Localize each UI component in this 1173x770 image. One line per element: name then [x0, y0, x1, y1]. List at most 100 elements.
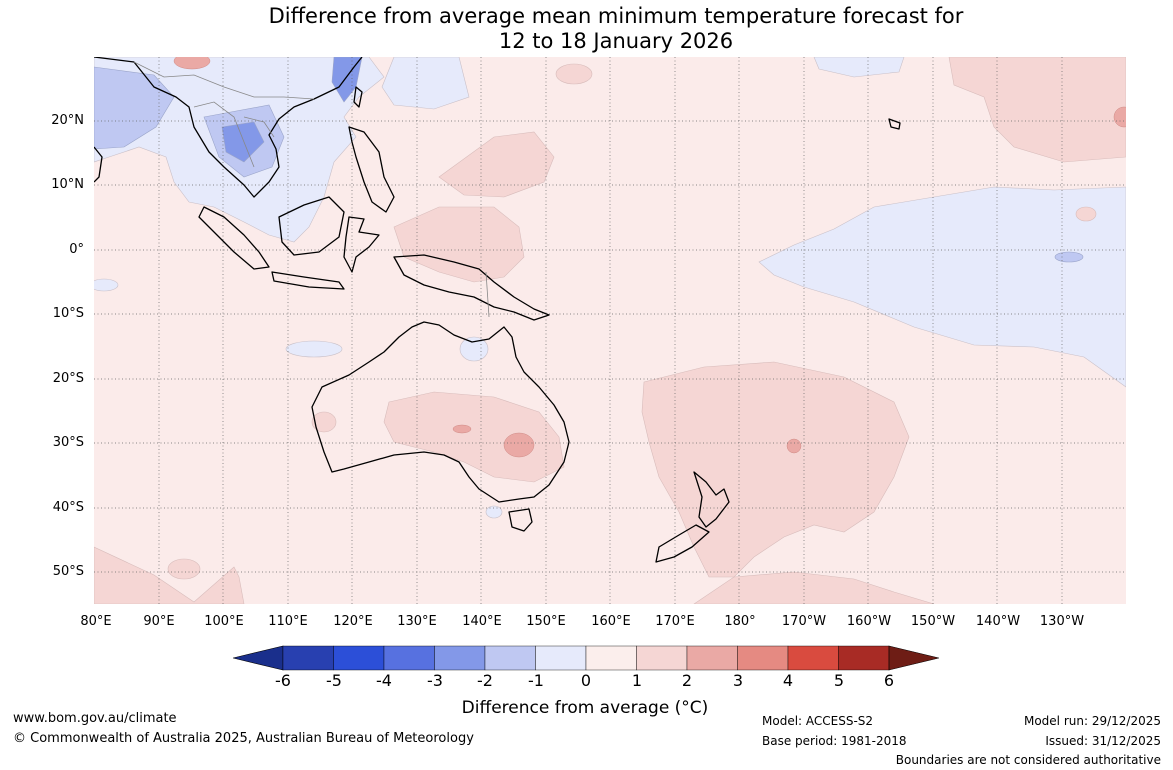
model-text: Model: ACCESS-S2 [762, 714, 874, 728]
lon-label-140w: 140°W [975, 614, 1021, 629]
colorbar-segment [434, 645, 486, 671]
graticule [94, 57, 1126, 604]
colorbar-title: Difference from average (°C) [461, 698, 709, 718]
sumatra-coastline [198, 206, 270, 270]
mainland-se-asia-coastline [94, 57, 363, 198]
small-warm-patch-4 [1075, 206, 1097, 222]
colorbar-extend-high [888, 645, 939, 671]
cb-label-4: 4 [782, 671, 794, 690]
title-line-1: Difference from average mean minimum tem… [268, 4, 964, 28]
map-title: Difference from average mean minimum tem… [0, 4, 1173, 54]
tasmania-coastline [508, 508, 533, 532]
lon-label-140e: 140°E [462, 614, 502, 629]
map-canvas [94, 57, 1126, 604]
lon-label-90e: 90°E [143, 614, 175, 629]
china-sea-cool-region [381, 57, 470, 110]
colorbar-segment [333, 645, 385, 671]
small-warm-patch-3 [555, 63, 593, 85]
vietnam-cool-region [331, 57, 363, 103]
new-guinea-coastline [393, 254, 550, 321]
small-cool-patch-1 [285, 340, 343, 358]
laos-cool-core [221, 121, 265, 163]
colorbar-segment [838, 645, 890, 671]
lat-label-10n: 10°N [51, 177, 84, 192]
lon-label-100e: 100°E [204, 614, 244, 629]
central-pacific-cool-region [758, 186, 1126, 388]
lat-label-20n: 20°N [51, 113, 84, 128]
north-pacific-cool-region [813, 57, 905, 78]
lat-label-10s: 10°S [52, 306, 84, 321]
india-coastline [94, 146, 103, 183]
java-coastline [271, 271, 345, 290]
south-indian-warm-region [94, 546, 245, 604]
borneo-coastline [278, 196, 345, 256]
small-warm-patch-1 [167, 558, 201, 580]
cb-label-m1: -1 [528, 671, 544, 690]
new-zealand-south-coastline [655, 524, 710, 563]
south-china-warm-core [173, 57, 211, 70]
cb-label-6: 6 [883, 671, 895, 690]
cb-label-m4: -4 [376, 671, 392, 690]
lon-label-160w: 160°W [846, 614, 892, 629]
small-cool-patch-4 [94, 278, 119, 292]
central-australia-warm-core [503, 432, 535, 458]
forecast-map [94, 57, 1126, 604]
lat-label-30s: 30°S [52, 435, 84, 450]
stronger-above-regions [173, 57, 1126, 458]
philippines-coastline [348, 126, 395, 213]
hawaii-coastline [888, 118, 901, 130]
cb-label-1: 1 [631, 671, 643, 690]
small-warm-patch-2 [311, 411, 337, 433]
cb-label-m2: -2 [477, 671, 493, 690]
philippine-sea-warm-region [438, 131, 555, 198]
lon-label-130w: 130°W [1039, 614, 1085, 629]
lon-label-80e: 80°E [80, 614, 112, 629]
lon-label-170w: 170°W [781, 614, 827, 629]
lat-label-40s: 40°S [52, 500, 84, 515]
cb-label-m3: -3 [427, 671, 443, 690]
lat-label-50s: 50°S [52, 564, 84, 579]
base-period-text: Base period: 1981-2018 [762, 734, 907, 748]
colorbar-segment [585, 645, 637, 671]
tasman-warm-region [641, 361, 910, 578]
cb-label-0: 0 [580, 671, 592, 690]
lon-label-110e: 110°E [268, 614, 308, 629]
ne-pacific-warm-region [948, 57, 1126, 163]
above-average-regions [94, 57, 1126, 604]
cb-label-2: 2 [681, 671, 693, 690]
australia-coastline [311, 321, 570, 503]
lon-label-170e: 170°E [655, 614, 695, 629]
cb-label-5: 5 [833, 671, 845, 690]
taiwan-coastline [353, 86, 363, 108]
coastlines [94, 57, 901, 563]
country-borders [133, 61, 490, 318]
issued-text: Issued: 31/12/2025 [1045, 734, 1161, 748]
colorbar-segment [535, 645, 587, 671]
colorbar-segment [484, 645, 536, 671]
new-zealand-north-coastline [693, 471, 730, 528]
colorbar-segment [787, 645, 839, 671]
model-run-text: Model run: 29/12/2025 [1023, 714, 1161, 728]
cb-label-m6: -6 [275, 671, 291, 690]
small-cool-patch-3 [485, 505, 503, 519]
lat-label-20s: 20°S [52, 371, 84, 386]
small-warm-core-1 [452, 424, 472, 434]
copyright-text: © Commonwealth of Australia 2025, Austra… [13, 731, 474, 746]
colorbar-segment [383, 645, 435, 671]
colorbar-extend-low [233, 645, 284, 671]
disclaimer-text: Boundaries are not considered authoritat… [895, 753, 1161, 767]
title-line-2: 12 to 18 January 2026 [498, 29, 734, 53]
cb-label-3: 3 [732, 671, 744, 690]
colorbar [233, 645, 939, 671]
lon-label-120e: 120°E [333, 614, 373, 629]
lon-label-150w: 150°W [910, 614, 956, 629]
small-warm-core-2 [786, 438, 802, 454]
australia-warm-region [383, 391, 565, 483]
colorbar-segments [233, 645, 939, 671]
pacific-cool-dot [1054, 251, 1084, 263]
cb-label-m5: -5 [326, 671, 342, 690]
lon-label-160e: 160°E [591, 614, 631, 629]
colorbar-segment [686, 645, 738, 671]
colorbar-segment [636, 645, 688, 671]
colorbar-segment [737, 645, 789, 671]
